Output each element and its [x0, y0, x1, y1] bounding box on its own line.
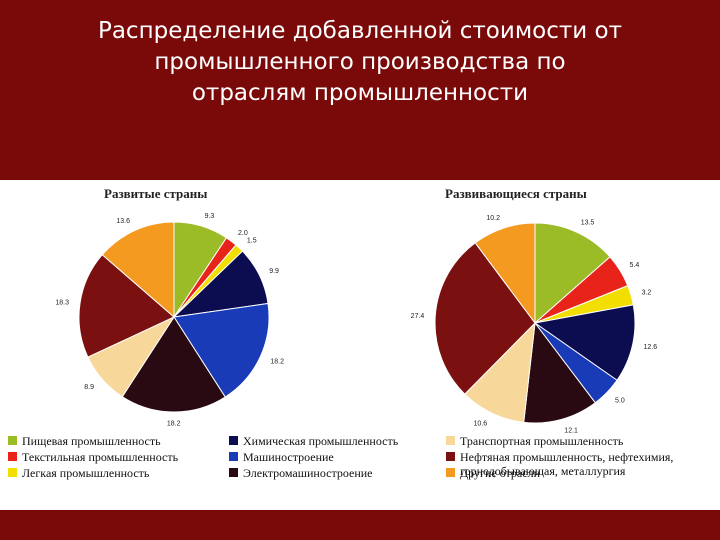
pie-slice-developing-petroleum — [434, 242, 536, 395]
slice-label-developed-food: 9.3 — [205, 213, 215, 220]
legend-label-machinery: Машиностроение — [243, 450, 334, 464]
legend-swatch-textile — [8, 452, 17, 461]
slice-label-developed-textile: 2.0 — [238, 230, 248, 237]
legend-swatch-food — [8, 436, 17, 445]
slice-label-developed-other: 13.6 — [116, 218, 130, 225]
pie-slice-developing-food — [534, 222, 611, 325]
legend-swatch-chemical — [229, 436, 238, 445]
legend-label-electrical: Электромашиностроение — [243, 466, 373, 480]
slice-label-developing-textile: 5.4 — [630, 262, 640, 269]
legend-swatch-petroleum — [446, 452, 455, 461]
pie-slice-developed-electrical — [121, 316, 226, 413]
title-line-2: промышленного производства по — [154, 49, 566, 75]
slice-label-developed-machinery: 18.2 — [270, 359, 284, 366]
slice-label-developing-machinery: 5.0 — [615, 398, 625, 405]
slice-label-developed-transport: 8.9 — [84, 384, 94, 391]
pie-charts: Развитые страны 9.3 2.01.5 9.9 18.2 18.2 8.9 18… — [8, 186, 673, 480]
legend-swatch-other — [446, 468, 455, 477]
slice-label-developed-light: 1.5 — [247, 238, 257, 245]
legend-swatch-machinery — [229, 452, 238, 461]
legend-swatch-light — [8, 468, 17, 477]
pie-slice-developed-petroleum — [78, 253, 175, 358]
legend-label-food: Пищевая промышленность — [22, 434, 161, 448]
pie-slice-developed-machinery — [173, 302, 270, 398]
slice-label-developed-electrical: 18.2 — [167, 421, 181, 428]
legend-label-textile: Текстильная промышленность — [22, 450, 179, 464]
legend-swatch-electrical — [229, 468, 238, 477]
legend-label-petroleum-line2: горнодобывающая, металлургия — [460, 464, 626, 478]
page-title: Распределение добавленной стоимости от п… — [20, 16, 700, 109]
slice-label-developing-food: 13.5 — [581, 219, 595, 226]
legend-label-chemical: Химическая промышленность — [243, 434, 399, 448]
slice-label-developing-transport: 10.6 — [473, 421, 487, 428]
legend-label-transport: Транспортная промышленность — [460, 434, 624, 448]
legend-swatch-transport — [446, 436, 455, 445]
slice-label-developing-petroleum: 27.4 — [411, 313, 425, 320]
slice-label-developing-other: 10.2 — [486, 215, 500, 222]
slice-label-developing-light: 3.2 — [642, 290, 652, 297]
legend-label-light: Легкая промышленность — [22, 466, 150, 480]
slice-label-developing-chemical: 12.6 — [644, 344, 658, 351]
pie-slice-developing-electrical — [523, 321, 596, 424]
slice-label-developed-petroleum: 18.3 — [55, 300, 69, 307]
pie-slice-developing-chemical — [533, 304, 636, 381]
legend-label-other: Другие отрасли — [460, 466, 541, 480]
title-line-3: отраслям промышленности — [191, 80, 529, 106]
slice-label-developed-chemical: 9.9 — [269, 268, 279, 275]
legend-label-petroleum: Нефтяная промышленность, нефтехимия, — [460, 450, 673, 464]
pie-slice-developing-other — [474, 222, 536, 325]
pie-slice-developed-other — [101, 221, 175, 319]
chart-title-developed: Развитые страны — [104, 186, 207, 201]
title-line-1: Распределение добавленной стоимости от — [97, 18, 623, 44]
slice-label-developing-electrical: 12.1 — [564, 428, 578, 435]
chart-title-developing: Развивающиеся страны — [445, 186, 587, 201]
